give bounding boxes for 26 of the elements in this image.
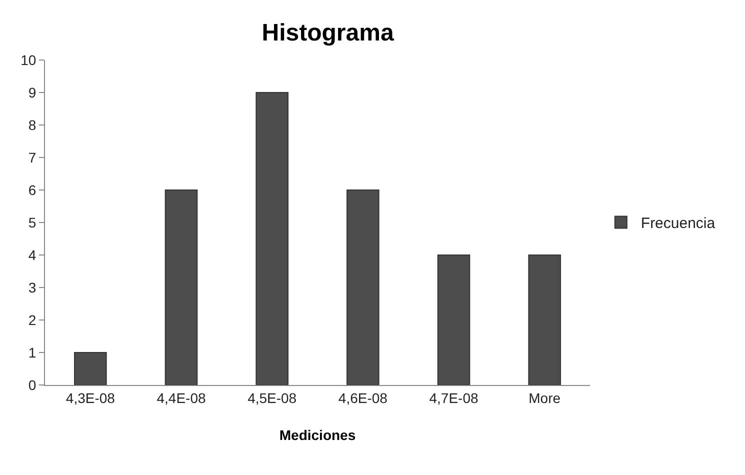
x-tick-label: 4,4E-08 [156,390,206,406]
y-tick-label: 4 [28,246,36,263]
bar [528,254,561,385]
bar [256,92,288,385]
y-tick-label: 2 [28,312,36,328]
y-tick-label: 5 [28,214,36,230]
y-tick-label: 1 [28,344,36,360]
x-tick-label: 4,5E-08 [248,390,297,406]
bar [346,190,380,385]
y-tick-label: 9 [28,84,36,100]
y-tick-label: 3 [28,279,36,296]
y-tick-label: 6 [28,182,36,198]
bar [74,352,107,385]
chart-title: Histograma [262,20,394,47]
x-tick-label: 4,6E-08 [338,390,388,406]
y-tick-label: 7 [28,149,36,166]
x-tick-label: 4,7E-08 [429,390,478,406]
x-tick-label: More [528,390,561,406]
legend-label: Frecuencia [640,215,716,232]
bar [437,254,470,385]
y-tick-label: 10 [20,52,36,68]
x-tick-label: 4,3E-08 [66,390,116,406]
y-tick-label: 0 [28,376,36,393]
x-axis-title: Mediciones [279,427,356,444]
y-tick-label: 8 [28,116,36,133]
bar [164,190,198,385]
